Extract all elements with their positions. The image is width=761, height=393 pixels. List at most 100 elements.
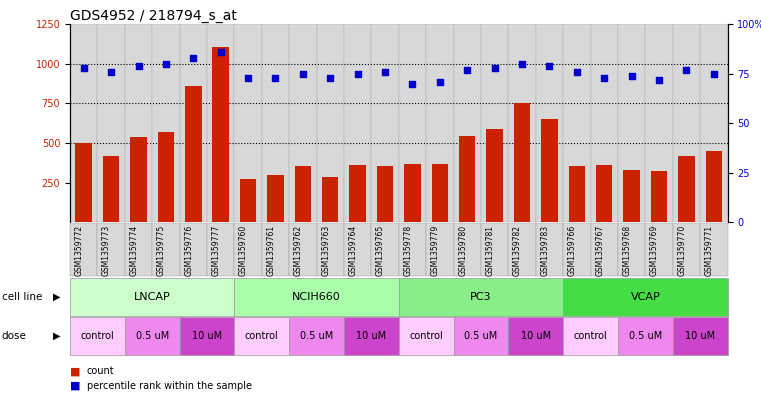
Text: GSM1359774: GSM1359774 — [129, 225, 139, 276]
Bar — [678, 156, 695, 222]
Text: GSM1359773: GSM1359773 — [102, 225, 111, 276]
Point — [708, 71, 720, 77]
Text: count: count — [87, 366, 114, 376]
Bar — [596, 165, 613, 222]
Point — [187, 55, 199, 61]
Text: GSM1359772: GSM1359772 — [75, 225, 84, 276]
Bar — [317, 24, 344, 222]
Text: GSM1359781: GSM1359781 — [486, 225, 495, 276]
Text: ■: ■ — [70, 366, 81, 376]
Bar — [481, 24, 508, 222]
Bar — [75, 143, 92, 222]
Bar — [234, 24, 262, 222]
Bar — [563, 24, 591, 222]
Text: GDS4952 / 218794_s_at: GDS4952 / 218794_s_at — [70, 9, 237, 23]
Bar — [591, 24, 618, 222]
Bar — [130, 137, 147, 222]
Text: percentile rank within the sample: percentile rank within the sample — [87, 381, 252, 391]
Bar — [180, 24, 207, 222]
Point — [680, 67, 693, 73]
Point — [269, 75, 282, 81]
Point — [489, 65, 501, 71]
Point — [242, 75, 254, 81]
Bar — [673, 24, 700, 222]
Point — [297, 71, 309, 77]
Bar — [700, 24, 728, 222]
Bar — [240, 178, 256, 222]
Text: GSM1359768: GSM1359768 — [622, 225, 632, 276]
Point — [434, 79, 446, 85]
Bar — [426, 24, 454, 222]
Text: PC3: PC3 — [470, 292, 492, 302]
Bar — [289, 24, 317, 222]
Text: 0.5 uM: 0.5 uM — [464, 331, 498, 341]
Text: GSM1359765: GSM1359765 — [376, 225, 385, 276]
Bar — [486, 129, 503, 222]
Text: GSM1359780: GSM1359780 — [458, 225, 467, 276]
Text: GSM1359783: GSM1359783 — [540, 225, 549, 276]
Bar — [431, 163, 448, 222]
Text: control: control — [81, 331, 114, 341]
Text: 0.5 uM: 0.5 uM — [135, 331, 169, 341]
Bar — [645, 24, 673, 222]
Bar — [454, 24, 481, 222]
Bar — [399, 24, 426, 222]
Text: GSM1359769: GSM1359769 — [650, 225, 659, 276]
Point — [324, 75, 336, 81]
Text: VCAP: VCAP — [630, 292, 661, 302]
Bar — [212, 46, 229, 222]
Bar — [508, 24, 536, 222]
Bar — [97, 24, 125, 222]
Point — [78, 65, 90, 71]
Bar — [514, 103, 530, 222]
Point — [215, 49, 227, 55]
Bar — [651, 171, 667, 222]
Bar — [536, 24, 563, 222]
Bar — [267, 175, 284, 222]
Bar — [103, 156, 119, 222]
Bar — [295, 166, 311, 222]
Text: GSM1359771: GSM1359771 — [705, 225, 714, 276]
Text: cell line: cell line — [2, 292, 42, 302]
Bar — [705, 151, 722, 222]
Point — [516, 61, 528, 67]
Bar — [377, 166, 393, 222]
Bar — [158, 132, 174, 222]
Text: 10 uM: 10 uM — [356, 331, 387, 341]
Point — [105, 69, 117, 75]
Text: GSM1359762: GSM1359762 — [294, 225, 303, 276]
Bar — [618, 24, 645, 222]
Text: GSM1359766: GSM1359766 — [568, 225, 577, 276]
Text: 10 uM: 10 uM — [192, 331, 222, 341]
Text: GSM1359763: GSM1359763 — [321, 225, 330, 276]
Text: LNCAP: LNCAP — [134, 292, 170, 302]
Point — [626, 73, 638, 79]
Text: ▶: ▶ — [53, 331, 60, 341]
Bar — [344, 24, 371, 222]
Bar — [262, 24, 289, 222]
Point — [132, 63, 145, 69]
Text: 10 uM: 10 uM — [685, 331, 715, 341]
Point — [571, 69, 583, 75]
Text: GSM1359764: GSM1359764 — [349, 225, 358, 276]
Bar — [541, 119, 558, 222]
Bar — [623, 170, 640, 222]
Text: GSM1359770: GSM1359770 — [677, 225, 686, 276]
Point — [653, 77, 665, 83]
Bar — [185, 86, 202, 222]
Text: 0.5 uM: 0.5 uM — [629, 331, 662, 341]
Bar — [404, 164, 421, 222]
Bar — [70, 24, 97, 222]
Bar — [371, 24, 399, 222]
Bar — [349, 165, 366, 222]
Text: GSM1359776: GSM1359776 — [184, 225, 193, 276]
Text: 10 uM: 10 uM — [521, 331, 551, 341]
Point — [543, 63, 556, 69]
Point — [406, 81, 419, 87]
Text: control: control — [245, 331, 279, 341]
Text: ▶: ▶ — [53, 292, 60, 302]
Text: ■: ■ — [70, 381, 81, 391]
Text: 0.5 uM: 0.5 uM — [300, 331, 333, 341]
Bar — [568, 166, 585, 222]
Text: GSM1359760: GSM1359760 — [239, 225, 248, 276]
